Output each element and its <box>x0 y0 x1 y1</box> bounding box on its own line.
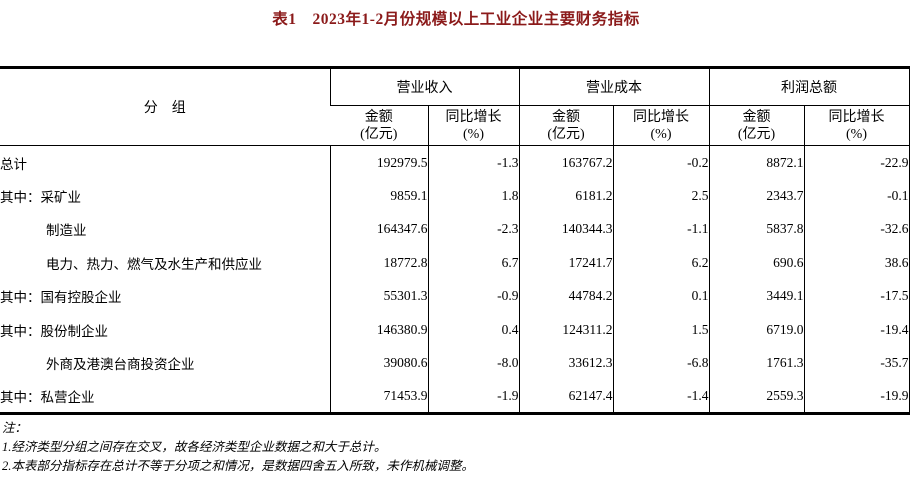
value-cell: 163767.2 <box>518 145 613 179</box>
row-label: 采矿业 <box>40 189 82 205</box>
row-label: 制造业 <box>46 223 87 239</box>
value-cell: 33612.3 <box>518 346 613 380</box>
row-prefix: 其中： <box>0 290 41 306</box>
table-notes: 注： 1.经济类型分组之间存在交叉，故各经济类型企业数据之和大于总计。 2.本表… <box>2 419 912 476</box>
value-cell: 39080.6 <box>329 346 428 380</box>
row-label: 私营企业 <box>40 390 95 405</box>
value-cell: 18772.8 <box>329 246 428 280</box>
row-label-cell: 总计 <box>0 146 330 180</box>
col-group-profit: 利润总额 <box>708 67 909 106</box>
value-cell: 140344.3 <box>518 212 613 246</box>
value-cell: 17241.7 <box>518 246 613 280</box>
value-cell: 164347.6 <box>329 212 428 246</box>
value-cell: 192979.5 <box>329 145 428 179</box>
value-cell: -32.6 <box>803 212 909 246</box>
note-item: 2.本表部分指标存在总计不等于分项之和情况，是数据四舍五入所致，未作机械调整。 <box>2 459 474 473</box>
value-cell: -1.9 <box>427 380 519 414</box>
value-cell: -0.9 <box>427 279 519 313</box>
subheader-revenue-amount: 金额 (亿元) <box>330 105 428 146</box>
row-label: 电力、热力、燃气及水生产和供应业 <box>46 256 262 272</box>
row-label-cell: 其中：私营企业 <box>0 380 330 414</box>
row-label: 国有控股企业 <box>40 290 122 306</box>
value-cell: -2.3 <box>427 212 519 246</box>
table-row-mining: 其中：采矿业 9859.1 1.8 6181.2 2.5 2343.7 -0.1 <box>0 179 909 213</box>
value-cell: 9859.1 <box>329 179 428 213</box>
value-cell: 2559.3 <box>708 380 804 414</box>
value-cell: -6.8 <box>612 346 709 380</box>
value-cell: 38.6 <box>803 246 909 280</box>
value-cell: -0.2 <box>612 145 709 179</box>
table-row-total: 总计 192979.5 -1.3 163767.2 -0.2 8872.1 -2… <box>0 145 909 180</box>
table-row-private: 其中：私营企业 71453.9 -1.9 62147.4 -1.4 2559.3… <box>0 380 909 414</box>
row-label-cell: 制造业 <box>0 213 330 247</box>
value-cell: 690.6 <box>708 246 804 280</box>
value-cell: -8.0 <box>427 346 519 380</box>
value-cell: -1.4 <box>612 380 709 414</box>
subheader-cost-growth: 同比增长 (%) <box>612 105 709 146</box>
col-group-cost: 营业成本 <box>518 67 709 106</box>
value-cell: 0.4 <box>427 313 519 347</box>
value-cell: 6.7 <box>427 246 519 280</box>
value-cell: -19.9 <box>803 380 909 414</box>
row-label-cell: 外商及港澳台商投资企业 <box>0 347 330 381</box>
value-cell: 146380.9 <box>329 313 428 347</box>
row-label-cell: 电力、热力、燃气及水生产和供应业 <box>0 246 330 280</box>
value-cell: 62147.4 <box>518 380 613 414</box>
page-title: 表1 2023年1-2月份规模以上工业企业主要财务指标 <box>272 11 640 28</box>
col-group-revenue: 营业收入 <box>329 67 519 106</box>
table-row-foreign-invested: 外商及港澳台商投资企业 39080.6 -8.0 33612.3 -6.8 17… <box>0 346 909 381</box>
value-cell: -19.4 <box>803 313 909 347</box>
value-cell: -22.9 <box>803 145 909 179</box>
value-cell: 6719.0 <box>708 313 804 347</box>
value-cell: -1.3 <box>427 145 519 179</box>
header-row-groups: 分 组 营业收入 营业成本 利润总额 <box>0 67 909 146</box>
row-prefix: 其中： <box>0 189 41 205</box>
value-cell: 3449.1 <box>708 279 804 313</box>
value-cell: 6181.2 <box>518 179 613 213</box>
notes-heading: 注： <box>2 421 28 435</box>
group-column-header: 分 组 <box>0 67 330 146</box>
table-row-utilities: 电力、热力、燃气及水生产和供应业 18772.8 6.7 17241.7 6.2… <box>0 246 909 280</box>
value-cell: 1761.3 <box>708 346 804 380</box>
table-row-manufacturing: 制造业 164347.6 -2.3 140344.3 -1.1 5837.8 -… <box>0 212 909 247</box>
row-label: 总计 <box>0 156 27 172</box>
table-header: 分 组 营业收入 营业成本 利润总额 金额 (亿元) 同比增长 (%) 金额 (亿元)… <box>0 67 909 146</box>
value-cell: 124311.2 <box>518 313 613 347</box>
row-prefix: 其中： <box>0 390 41 405</box>
subheader-revenue-growth: 同比增长 (%) <box>427 105 519 146</box>
value-cell: -35.7 <box>803 346 909 380</box>
note-item: 1.经济类型分组之间存在交叉，故各经济类型企业数据之和大于总计。 <box>2 440 387 454</box>
row-label-cell: 其中：股份制企业 <box>0 313 330 347</box>
subheader-profit-amount: 金额 (亿元) <box>708 105 804 146</box>
value-cell: 0.1 <box>612 279 709 313</box>
row-label-cell: 其中：国有控股企业 <box>0 280 330 314</box>
row-label: 外商及港澳台商投资企业 <box>46 357 195 373</box>
value-cell: 6.2 <box>612 246 709 280</box>
row-label: 股份制企业 <box>40 323 109 339</box>
financial-indicators-table: 分 组 营业收入 营业成本 利润总额 金额 (亿元) 同比增长 (%) 金额 (亿元)… <box>0 66 910 415</box>
value-cell: 5837.8 <box>708 212 804 246</box>
value-cell: 1.5 <box>612 313 709 347</box>
value-cell: 71453.9 <box>329 380 428 414</box>
subheader-cost-amount: 金额 (亿元) <box>518 105 613 146</box>
value-cell: 2343.7 <box>708 179 804 213</box>
row-label-cell: 其中：采矿业 <box>0 179 330 213</box>
value-cell: 2.5 <box>612 179 709 213</box>
value-cell: 44784.2 <box>518 279 613 313</box>
value-cell: -17.5 <box>803 279 909 313</box>
value-cell: 55301.3 <box>329 279 428 313</box>
table-body: 总计 192979.5 -1.3 163767.2 -0.2 8872.1 -2… <box>0 145 909 414</box>
value-cell: -1.1 <box>612 212 709 246</box>
subheader-profit-growth: 同比增长 (%) <box>803 105 909 146</box>
value-cell: 8872.1 <box>708 145 804 179</box>
row-prefix: 其中： <box>0 323 41 339</box>
header-row-subheaders: 金额 (亿元) 同比增长 (%) 金额 (亿元) 同比增长 (%) 金额 (亿元) 同比增… <box>0 105 909 146</box>
value-cell: 1.8 <box>427 179 519 213</box>
table-row-joint-stock: 其中：股份制企业 146380.9 0.4 124311.2 1.5 6719.… <box>0 313 909 347</box>
value-cell: -0.1 <box>803 179 909 213</box>
table-row-state-holding: 其中：国有控股企业 55301.3 -0.9 44784.2 0.1 3449.… <box>0 279 909 314</box>
